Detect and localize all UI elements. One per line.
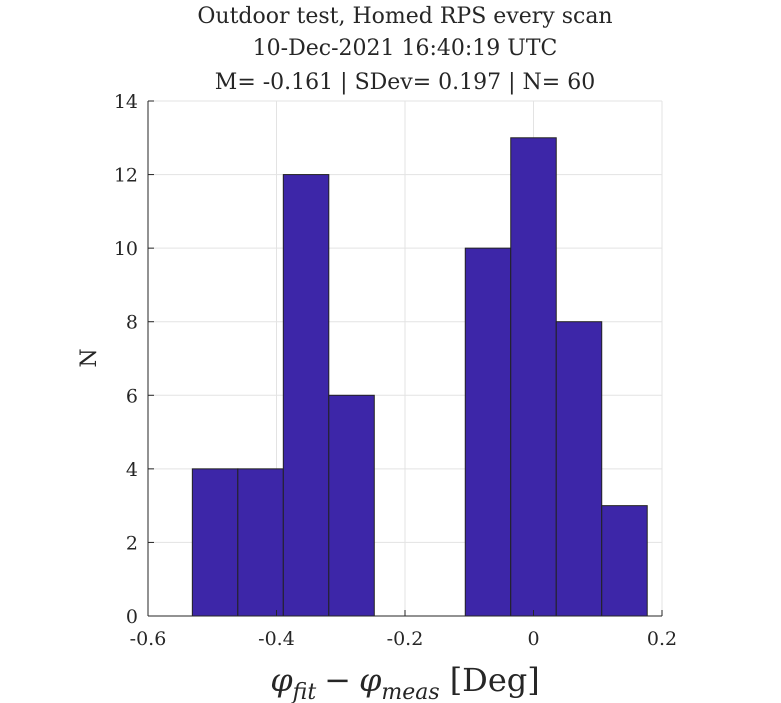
y-tick-label: 6 bbox=[126, 385, 138, 407]
histogram-bar bbox=[464, 247, 512, 617]
y-axis-label: N bbox=[77, 348, 102, 367]
histogram-bar bbox=[191, 468, 239, 617]
x-tick-label: 0 bbox=[527, 628, 539, 650]
x-label-sub-meas: meas bbox=[381, 680, 439, 703]
histogram-bar bbox=[555, 321, 603, 617]
x-label-unit: [Deg] bbox=[450, 661, 540, 699]
x-label-sub-fit: fit bbox=[291, 680, 317, 703]
y-tick-label: 2 bbox=[126, 532, 138, 554]
x-axis-label: φfit − φmeas [Deg] bbox=[270, 661, 539, 703]
y-tick-label: 8 bbox=[126, 312, 138, 334]
x-tick-labels: -0.6 -0.4 -0.2 0 0.2 bbox=[130, 628, 677, 650]
x-tick-label: -0.4 bbox=[258, 628, 295, 650]
y-tick-label: 4 bbox=[126, 459, 138, 481]
x-tick-label: -0.6 bbox=[130, 628, 167, 650]
y-tick-label: 10 bbox=[114, 238, 138, 260]
y-tick-labels: 0 2 4 6 8 10 12 14 bbox=[114, 91, 138, 628]
title-line-2: 10-Dec-2021 16:40:19 UTC bbox=[253, 36, 558, 61]
x-tick-label: -0.2 bbox=[387, 628, 424, 650]
axes bbox=[147, 100, 663, 617]
y-tick-label: 12 bbox=[114, 165, 138, 187]
x-label-phi-meas: φ bbox=[359, 661, 382, 699]
histogram-bar bbox=[328, 394, 375, 617]
histogram-bar bbox=[510, 137, 557, 617]
histogram-bars bbox=[191, 137, 648, 617]
title-line-1: Outdoor test, Homed RPS every scan bbox=[197, 4, 612, 29]
chart-title: Outdoor test, Homed RPS every scan 10-De… bbox=[197, 4, 612, 95]
y-tick-label: 14 bbox=[114, 91, 138, 113]
histogram-bar bbox=[282, 174, 330, 617]
x-tick-label: 0.2 bbox=[647, 628, 677, 650]
y-tick-label: 0 bbox=[126, 606, 138, 628]
x-label-phi-fit: φ bbox=[270, 661, 293, 699]
histogram-bar bbox=[237, 468, 284, 617]
x-label-minus: − bbox=[324, 661, 351, 699]
histogram-bar bbox=[601, 505, 648, 617]
title-line-3: M= -0.161 | SDev= 0.197 | N= 60 bbox=[215, 70, 595, 95]
